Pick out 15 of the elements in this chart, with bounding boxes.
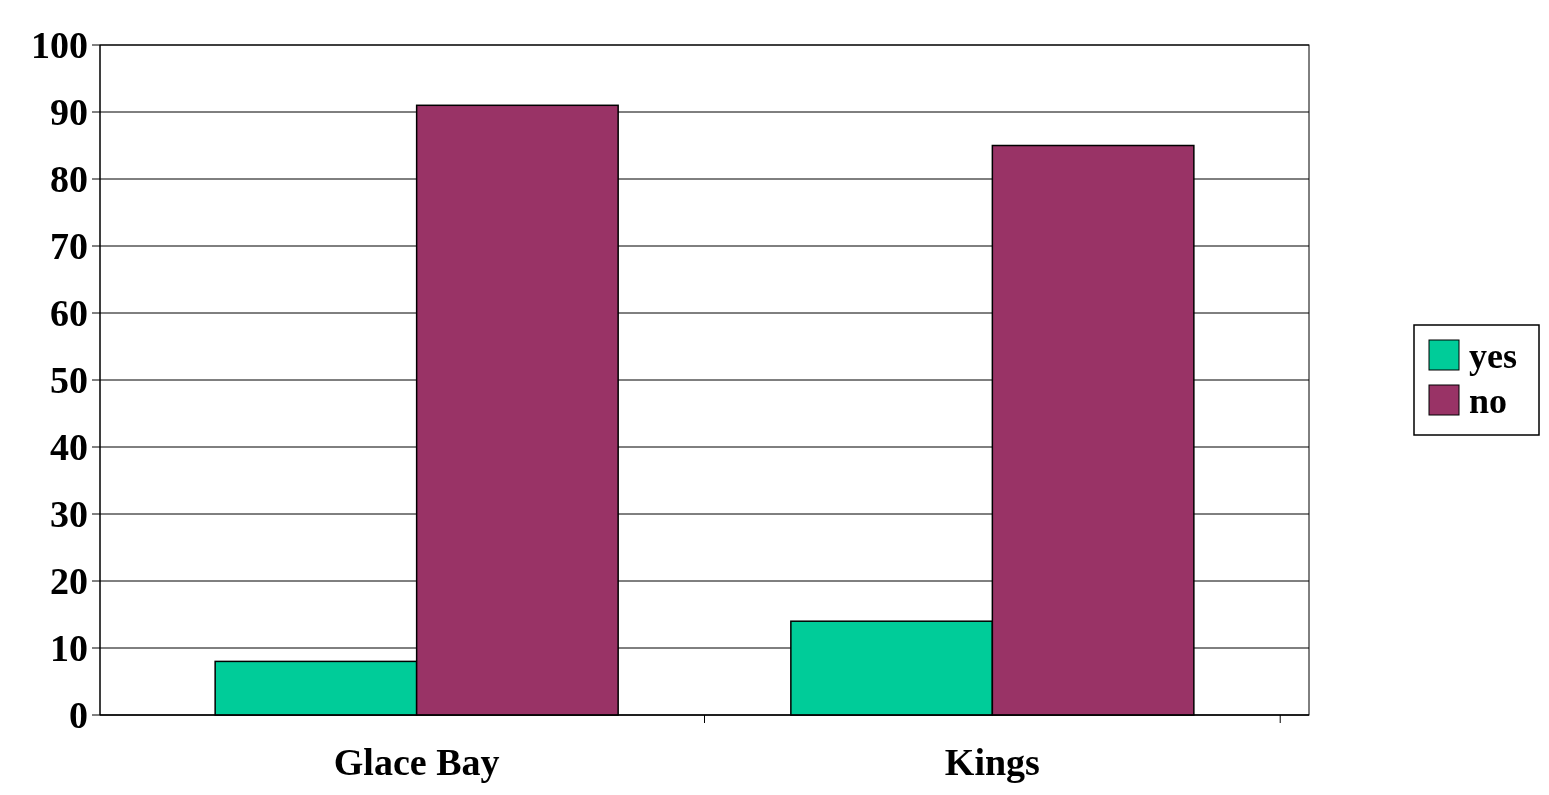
x-tick-label: Kings	[944, 741, 1040, 783]
legend-label: yes	[1469, 335, 1517, 376]
y-tick-label: 60	[50, 292, 88, 335]
y-tick-label: 20	[50, 560, 88, 603]
y-tick-label: 10	[50, 627, 88, 670]
y-tick-label: 50	[50, 359, 88, 402]
y-tick-label: 70	[50, 225, 88, 268]
y-tick-label: 100	[31, 24, 88, 67]
y-tick-label: 0	[69, 694, 88, 737]
y-tick-label: 80	[50, 158, 88, 201]
y-tick-label: 30	[50, 493, 88, 536]
y-tick-label: 40	[50, 426, 88, 469]
x-tick-label: Glace Bay	[333, 741, 500, 783]
legend-label: no	[1469, 380, 1508, 421]
y-tick-label: 90	[50, 91, 88, 134]
